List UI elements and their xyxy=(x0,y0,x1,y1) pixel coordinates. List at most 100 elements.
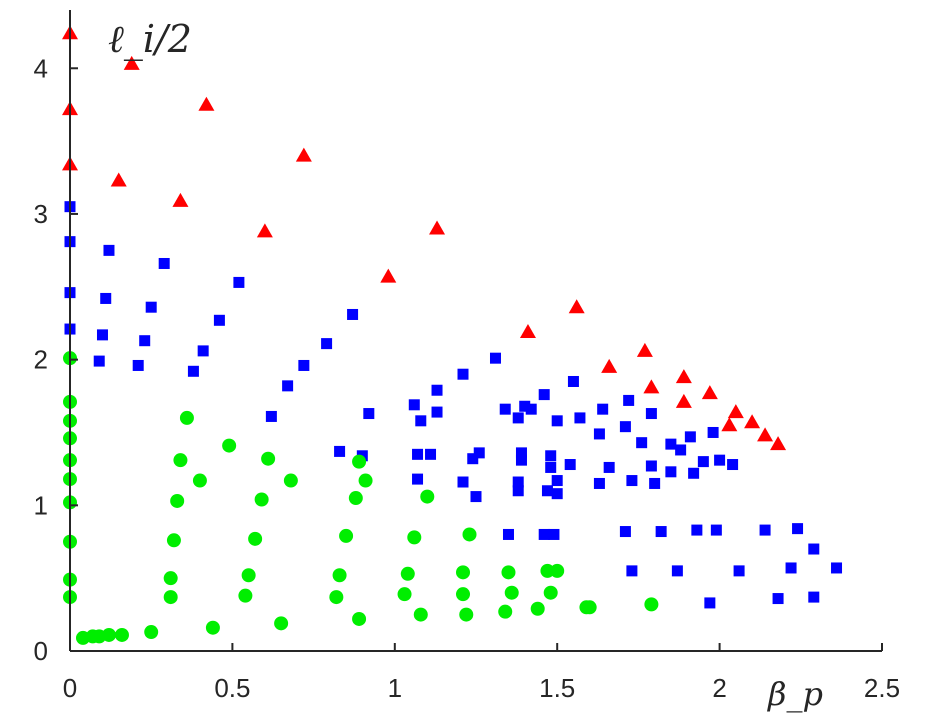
circle-point-47 xyxy=(462,527,477,542)
x-tick-label-5: 2.5 xyxy=(864,673,900,703)
square-point-79 xyxy=(626,565,638,577)
circle-point-43 xyxy=(420,489,435,504)
marks-layer xyxy=(62,25,843,645)
y-tick-label-2: 2 xyxy=(34,345,48,375)
triangle-point-21 xyxy=(744,414,761,429)
square-point-36 xyxy=(489,352,501,364)
circle-point-39 xyxy=(397,587,412,602)
circle-point-17 xyxy=(163,571,178,586)
triangle-point-16 xyxy=(675,369,692,384)
circle-point-23 xyxy=(205,620,220,635)
circle-point-36 xyxy=(352,454,367,469)
circle-point-54 xyxy=(550,563,565,578)
square-point-48 xyxy=(545,450,557,462)
square-point-91 xyxy=(808,591,820,603)
square-point-23 xyxy=(363,408,375,420)
circle-point-56 xyxy=(582,600,597,615)
circle-point-18 xyxy=(166,533,181,548)
square-point-89 xyxy=(772,593,784,605)
circle-point-30 xyxy=(274,616,289,631)
square-point-82 xyxy=(691,524,703,536)
square-point-56 xyxy=(574,412,586,424)
square-point-4 xyxy=(103,244,115,256)
square-point-42 xyxy=(515,447,527,459)
square-point-60 xyxy=(593,428,605,440)
square-point-87 xyxy=(785,562,797,574)
triangle-point-15 xyxy=(643,379,660,394)
circle-point-13 xyxy=(101,627,116,642)
square-point-59 xyxy=(597,403,609,415)
square-point-24 xyxy=(408,399,420,411)
x-axis-title: β_p xyxy=(767,675,823,713)
square-point-17 xyxy=(321,338,333,350)
y-axis-title: ℓ_i/2 xyxy=(108,17,192,62)
circle-point-44 xyxy=(456,587,471,602)
square-point-12 xyxy=(233,276,245,288)
square-point-69 xyxy=(665,438,677,450)
square-point-64 xyxy=(626,475,638,487)
circle-point-37 xyxy=(352,611,367,626)
circle-point-53 xyxy=(543,585,558,600)
circle-point-25 xyxy=(238,588,253,603)
axes-layer: 0 0.5 1 1.5 2 2.5 0 1 2 3 4 xyxy=(34,10,900,703)
x-tick-label-2: 1 xyxy=(388,673,402,703)
circle-point-34 xyxy=(339,528,354,543)
square-point-92 xyxy=(831,562,843,574)
square-point-88 xyxy=(792,523,804,535)
triangle-point-23 xyxy=(770,436,787,451)
square-point-49 xyxy=(545,461,557,473)
triangle-point-11 xyxy=(519,323,536,338)
circle-point-27 xyxy=(248,531,263,546)
circle-point-49 xyxy=(501,565,516,580)
square-point-19 xyxy=(282,380,294,392)
square-point-11 xyxy=(132,359,144,371)
circle-point-31 xyxy=(283,473,298,488)
triangle-point-18 xyxy=(701,385,718,400)
square-point-14 xyxy=(197,345,209,357)
y-tick-label-3: 3 xyxy=(34,199,48,229)
triangle-point-3 xyxy=(123,55,140,70)
triangle-point-14 xyxy=(636,342,653,357)
square-point-41 xyxy=(515,454,527,466)
square-point-68 xyxy=(649,477,661,489)
x-tick-label-0: 0 xyxy=(63,673,77,703)
square-point-37 xyxy=(499,403,511,415)
circle-point-29 xyxy=(261,451,276,466)
square-point-83 xyxy=(710,524,722,536)
square-point-34 xyxy=(457,476,469,488)
square-point-90 xyxy=(808,543,820,555)
square-point-13 xyxy=(213,314,225,326)
triangle-point-5 xyxy=(198,96,215,111)
square-point-73 xyxy=(697,456,709,468)
circle-point-20 xyxy=(173,453,188,468)
y-tick-label-4: 4 xyxy=(34,53,48,83)
circle-point-21 xyxy=(179,410,194,425)
square-point-52 xyxy=(551,488,563,500)
square-point-38 xyxy=(512,412,524,424)
square-point-40 xyxy=(525,403,537,415)
circle-point-35 xyxy=(348,491,363,506)
triangle-point-9 xyxy=(429,220,446,235)
square-point-10 xyxy=(139,335,151,347)
square-point-30 xyxy=(412,473,424,485)
triangle-point-13 xyxy=(601,358,618,373)
x-tick-label-1: 0.5 xyxy=(214,673,250,703)
square-point-81 xyxy=(671,565,683,577)
circle-point-26 xyxy=(241,568,256,583)
square-point-27 xyxy=(431,406,443,418)
circle-point-42 xyxy=(413,607,428,622)
square-point-62 xyxy=(623,394,635,406)
square-point-74 xyxy=(688,467,700,479)
square-point-85 xyxy=(733,565,745,577)
y-tick-label-0: 0 xyxy=(34,636,48,666)
square-point-5 xyxy=(100,292,112,304)
square-point-77 xyxy=(727,459,739,471)
square-point-80 xyxy=(655,526,667,538)
circle-point-32 xyxy=(329,590,344,605)
square-point-66 xyxy=(636,437,648,449)
square-point-70 xyxy=(675,444,687,456)
triangle-point-8 xyxy=(256,223,273,238)
circle-point-46 xyxy=(459,607,474,622)
triangle-point-22 xyxy=(757,427,774,442)
circle-point-50 xyxy=(504,585,519,600)
